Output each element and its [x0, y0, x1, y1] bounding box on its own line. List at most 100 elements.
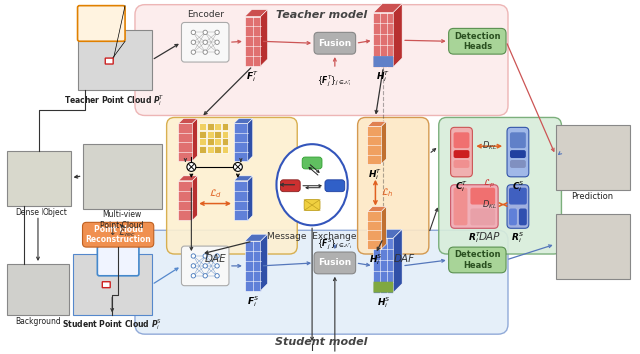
Bar — [207, 124, 214, 130]
Polygon shape — [260, 10, 268, 66]
Text: Detection
Heads: Detection Heads — [454, 32, 500, 51]
Polygon shape — [260, 234, 268, 291]
Circle shape — [215, 30, 220, 35]
Bar — [221, 138, 228, 145]
FancyBboxPatch shape — [314, 252, 356, 274]
FancyBboxPatch shape — [182, 246, 229, 286]
Circle shape — [215, 50, 220, 54]
FancyBboxPatch shape — [304, 200, 320, 211]
Text: Teacher model: Teacher model — [276, 10, 367, 19]
Bar — [207, 145, 214, 153]
Circle shape — [215, 40, 220, 45]
Bar — [556, 215, 630, 279]
Text: $\boldsymbol{C}_i^T$: $\boldsymbol{C}_i^T$ — [455, 179, 468, 194]
Circle shape — [203, 30, 207, 35]
Polygon shape — [248, 176, 253, 221]
Polygon shape — [179, 181, 193, 221]
Polygon shape — [393, 4, 402, 67]
Polygon shape — [393, 229, 402, 293]
Text: $\boldsymbol{H}_i^S$: $\boldsymbol{H}_i^S$ — [369, 252, 382, 267]
FancyBboxPatch shape — [302, 157, 322, 169]
FancyBboxPatch shape — [470, 188, 495, 205]
Text: Student Point Cloud $\boldsymbol{P}_i^S$: Student Point Cloud $\boldsymbol{P}_i^S$ — [62, 317, 162, 332]
Polygon shape — [179, 176, 197, 181]
FancyBboxPatch shape — [510, 160, 526, 168]
Polygon shape — [234, 119, 253, 124]
Polygon shape — [244, 234, 268, 241]
Polygon shape — [244, 10, 268, 17]
Text: $\{\boldsymbol{F}_j^T\}_{j\in\mathcal{N}_i}$: $\{\boldsymbol{F}_j^T\}_{j\in\mathcal{N}… — [317, 74, 353, 90]
Polygon shape — [367, 211, 381, 249]
Circle shape — [203, 254, 207, 258]
Polygon shape — [367, 126, 381, 164]
FancyBboxPatch shape — [451, 185, 498, 228]
Polygon shape — [367, 206, 387, 211]
FancyBboxPatch shape — [166, 118, 297, 254]
Bar — [199, 124, 206, 130]
Ellipse shape — [276, 144, 348, 225]
Polygon shape — [179, 119, 197, 124]
Text: $\boldsymbol{F}_i^S$: $\boldsymbol{F}_i^S$ — [246, 293, 259, 309]
Polygon shape — [373, 4, 402, 13]
Text: Background: Background — [15, 317, 61, 326]
Polygon shape — [367, 121, 387, 126]
FancyBboxPatch shape — [454, 132, 469, 148]
Circle shape — [203, 264, 207, 268]
Polygon shape — [381, 206, 387, 249]
Bar — [556, 125, 630, 190]
Bar — [7, 151, 70, 206]
Circle shape — [191, 50, 195, 54]
Text: Prediction: Prediction — [572, 192, 614, 201]
Bar — [72, 254, 152, 315]
FancyBboxPatch shape — [510, 150, 526, 158]
Circle shape — [203, 40, 207, 45]
Polygon shape — [179, 124, 193, 161]
Text: $\mathcal{L}_h$: $\mathcal{L}_h$ — [381, 186, 394, 199]
Polygon shape — [234, 181, 248, 221]
FancyBboxPatch shape — [470, 209, 495, 225]
Text: DAP: DAP — [479, 232, 500, 242]
Text: $\boldsymbol{H}_i^T$: $\boldsymbol{H}_i^T$ — [376, 69, 390, 84]
FancyBboxPatch shape — [102, 282, 110, 288]
Circle shape — [191, 254, 195, 258]
Text: DAE: DAE — [204, 254, 226, 264]
FancyBboxPatch shape — [280, 180, 300, 192]
FancyBboxPatch shape — [135, 5, 508, 115]
FancyBboxPatch shape — [510, 132, 526, 148]
Polygon shape — [193, 119, 197, 161]
Bar — [221, 124, 228, 130]
Circle shape — [203, 50, 207, 54]
FancyBboxPatch shape — [507, 127, 529, 177]
FancyBboxPatch shape — [105, 58, 113, 64]
Polygon shape — [373, 238, 393, 293]
Text: Student model: Student model — [275, 337, 368, 347]
Bar — [199, 145, 206, 153]
Polygon shape — [234, 124, 248, 161]
FancyBboxPatch shape — [135, 230, 508, 334]
FancyBboxPatch shape — [373, 282, 393, 293]
Text: Teacher Point Cloud $\boldsymbol{P}_i^T$: Teacher Point Cloud $\boldsymbol{P}_i^T$ — [65, 93, 165, 108]
Polygon shape — [373, 13, 393, 67]
Bar — [7, 264, 68, 315]
Bar — [207, 138, 214, 145]
Bar — [214, 124, 221, 130]
FancyBboxPatch shape — [77, 6, 125, 41]
Bar — [214, 145, 221, 153]
Text: Multi-view
Point Cloud: Multi-view Point Cloud — [100, 211, 144, 230]
Bar — [214, 138, 221, 145]
FancyBboxPatch shape — [314, 32, 356, 54]
Circle shape — [234, 162, 243, 171]
Text: Point cloud
Reconstruction: Point cloud Reconstruction — [85, 225, 151, 244]
Bar — [199, 138, 206, 145]
Polygon shape — [244, 241, 260, 291]
FancyBboxPatch shape — [509, 209, 517, 225]
Circle shape — [191, 264, 195, 268]
FancyBboxPatch shape — [449, 28, 506, 54]
FancyBboxPatch shape — [507, 185, 529, 228]
Text: $\boldsymbol{R}_i^T$: $\boldsymbol{R}_i^T$ — [468, 230, 481, 245]
Polygon shape — [373, 229, 402, 238]
FancyBboxPatch shape — [97, 246, 139, 276]
Bar — [207, 131, 214, 138]
Circle shape — [215, 254, 220, 258]
Circle shape — [191, 30, 195, 35]
